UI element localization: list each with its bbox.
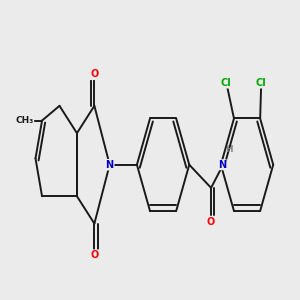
Text: N: N (106, 160, 114, 170)
Text: O: O (90, 69, 98, 79)
Text: Cl: Cl (256, 78, 267, 88)
Text: O: O (207, 217, 215, 226)
Text: H: H (225, 146, 232, 154)
Text: Cl: Cl (221, 78, 232, 88)
Text: N: N (218, 160, 226, 170)
Text: CH₃: CH₃ (16, 116, 34, 125)
Text: O: O (90, 250, 98, 260)
